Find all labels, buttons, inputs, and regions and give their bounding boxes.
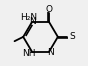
Text: O: O xyxy=(46,5,53,14)
Text: N: N xyxy=(29,17,36,26)
Text: S: S xyxy=(69,32,75,41)
Text: H₂N: H₂N xyxy=(21,13,38,22)
Text: NH: NH xyxy=(22,49,35,58)
Text: N: N xyxy=(47,48,54,57)
